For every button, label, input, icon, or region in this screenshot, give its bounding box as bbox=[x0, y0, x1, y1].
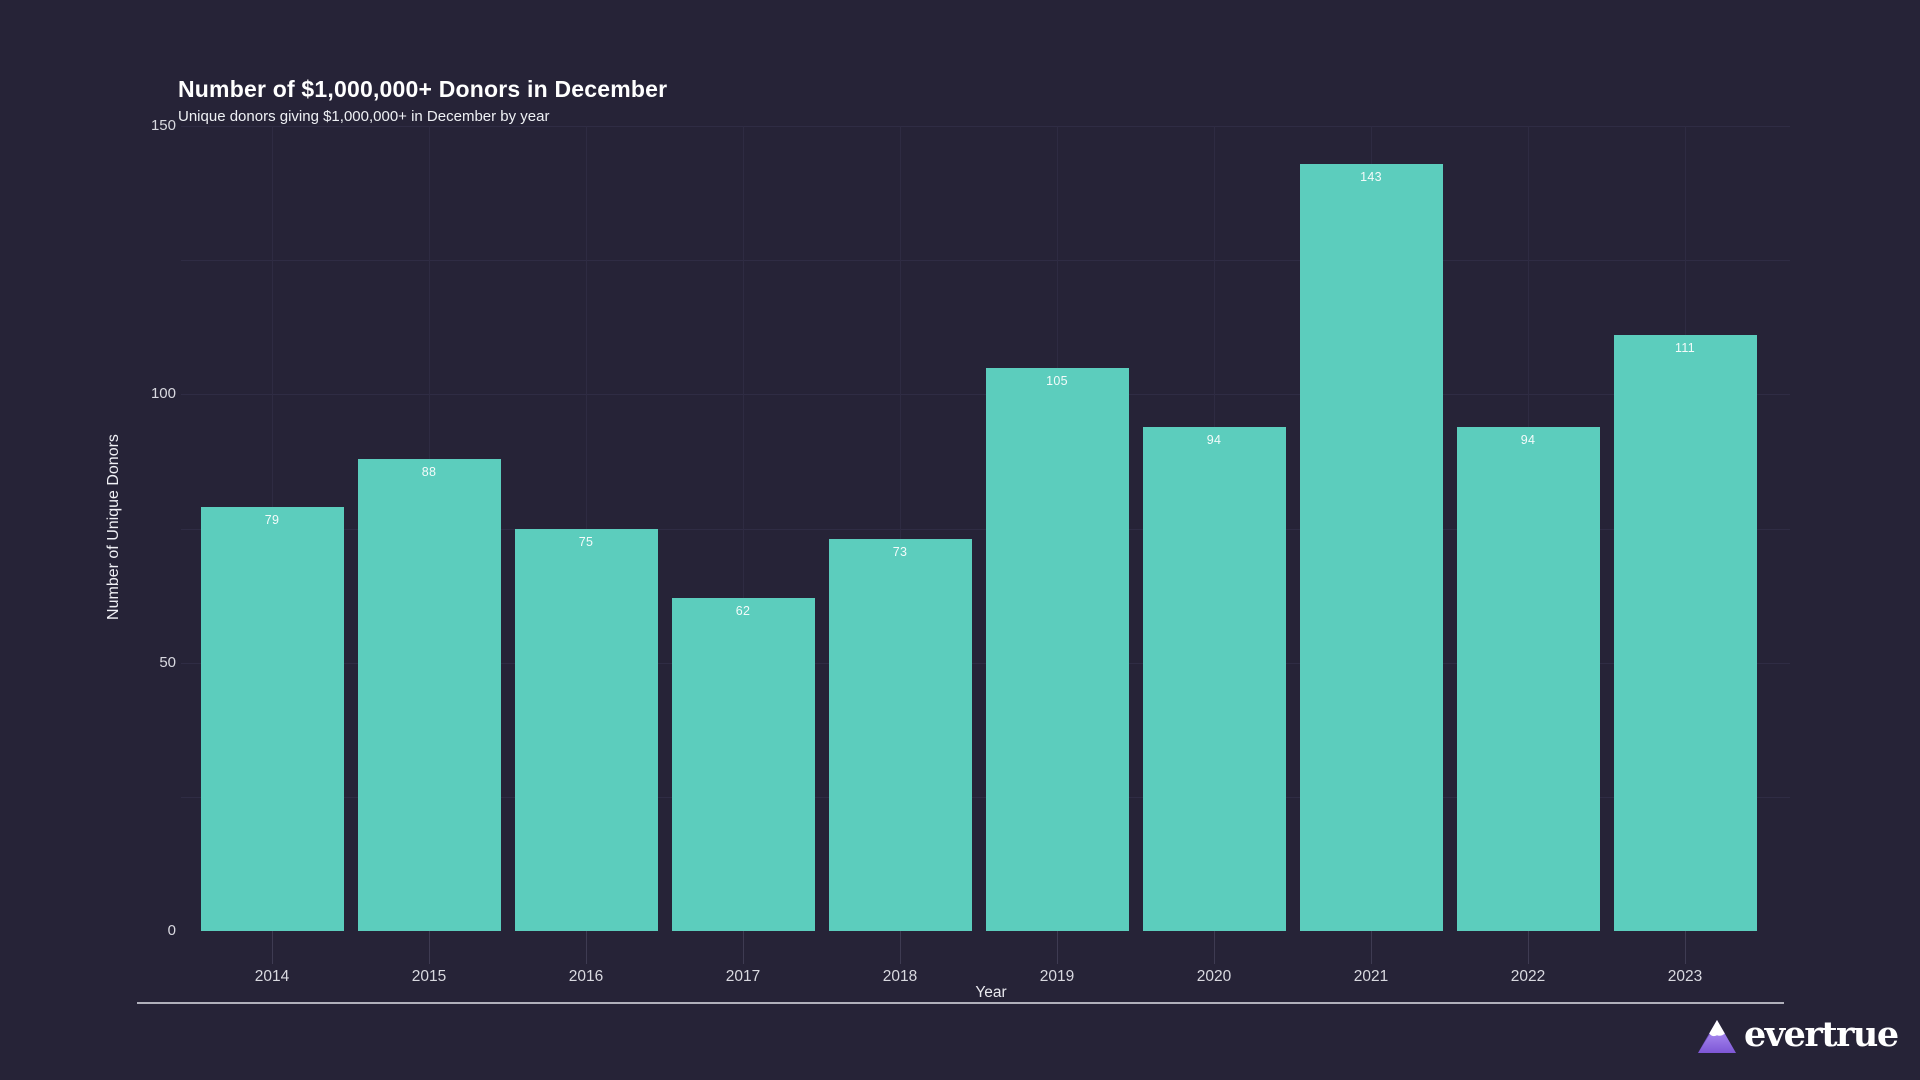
x-tick-label: 2021 bbox=[1353, 968, 1389, 985]
bar-value-label: 62 bbox=[735, 604, 751, 619]
chart-header: Number of $1,000,000+ Donors in December… bbox=[178, 76, 667, 125]
y-axis-title: Number of Unique Donors bbox=[105, 434, 122, 620]
bar-2021: 143 bbox=[1299, 163, 1443, 931]
bar-2019: 105 bbox=[985, 367, 1129, 931]
gridline-horizontal bbox=[181, 260, 1790, 262]
bar-value-label: 94 bbox=[1206, 432, 1222, 447]
x-tick-mark bbox=[429, 931, 430, 964]
brand-logo-text: evertrue bbox=[1744, 1013, 1899, 1055]
x-tick-label: 2017 bbox=[725, 968, 761, 985]
bar-value-label: 105 bbox=[1046, 373, 1068, 388]
x-tick-mark bbox=[272, 931, 273, 964]
bar-2016: 75 bbox=[514, 528, 658, 931]
y-tick-label: 150 bbox=[150, 117, 176, 134]
plot-area: 79 88 75 62 73 105 94 143 94 111 bbox=[181, 126, 1790, 931]
bar-value-label: 94 bbox=[1520, 432, 1536, 447]
bar-value-label: 111 bbox=[1675, 341, 1695, 356]
bar-2020: 94 bbox=[1142, 426, 1286, 931]
x-tick-mark bbox=[586, 931, 587, 964]
mountain-triangle-icon bbox=[1698, 1019, 1736, 1053]
x-tick-label: 2022 bbox=[1510, 968, 1546, 985]
x-tick-label: 2015 bbox=[411, 968, 447, 985]
y-tick-label: 0 bbox=[167, 922, 176, 939]
y-tick-label: 100 bbox=[150, 385, 176, 403]
bar-value-label: 75 bbox=[578, 534, 594, 549]
x-tick-label: 2018 bbox=[882, 968, 918, 985]
chart-title: Number of $1,000,000+ Donors in December bbox=[178, 76, 668, 102]
bar-value-label: 79 bbox=[264, 513, 280, 528]
bar-2015: 88 bbox=[357, 458, 501, 931]
bar-2014: 79 bbox=[200, 507, 344, 931]
bar-2022: 94 bbox=[1456, 426, 1600, 931]
x-tick-label: 2023 bbox=[1667, 968, 1703, 985]
x-tick-label: 2014 bbox=[254, 968, 290, 985]
bar-2018: 73 bbox=[828, 539, 972, 931]
x-tick-mark bbox=[743, 931, 744, 964]
bar-2017: 62 bbox=[671, 598, 815, 931]
x-tick-mark bbox=[900, 931, 901, 964]
bar-2023: 111 bbox=[1613, 335, 1757, 931]
x-tick-mark bbox=[1371, 931, 1372, 964]
x-tick-label: 2019 bbox=[1039, 968, 1075, 985]
x-tick-label: 2016 bbox=[568, 968, 604, 985]
x-tick-mark bbox=[1528, 931, 1529, 964]
bar-value-label: 143 bbox=[1360, 169, 1382, 184]
x-tick-mark bbox=[1057, 931, 1058, 964]
bottom-divider bbox=[137, 1002, 1784, 1004]
chart-subtitle: Unique donors giving $1,000,000+ in Dece… bbox=[178, 108, 550, 125]
x-tick-mark bbox=[1214, 931, 1215, 964]
bar-value-label: 88 bbox=[421, 464, 437, 479]
x-tick-mark bbox=[1685, 931, 1686, 964]
gridline-horizontal bbox=[181, 126, 1790, 127]
gridline-vertical bbox=[743, 126, 744, 931]
y-tick-label: 50 bbox=[159, 653, 176, 671]
bar-value-label: 73 bbox=[892, 545, 908, 560]
gridline-vertical bbox=[900, 126, 901, 931]
x-axis-title: Year bbox=[975, 984, 1007, 1001]
brand-logo: evertrue bbox=[1698, 1013, 1899, 1056]
x-tick-label: 2020 bbox=[1196, 968, 1232, 985]
